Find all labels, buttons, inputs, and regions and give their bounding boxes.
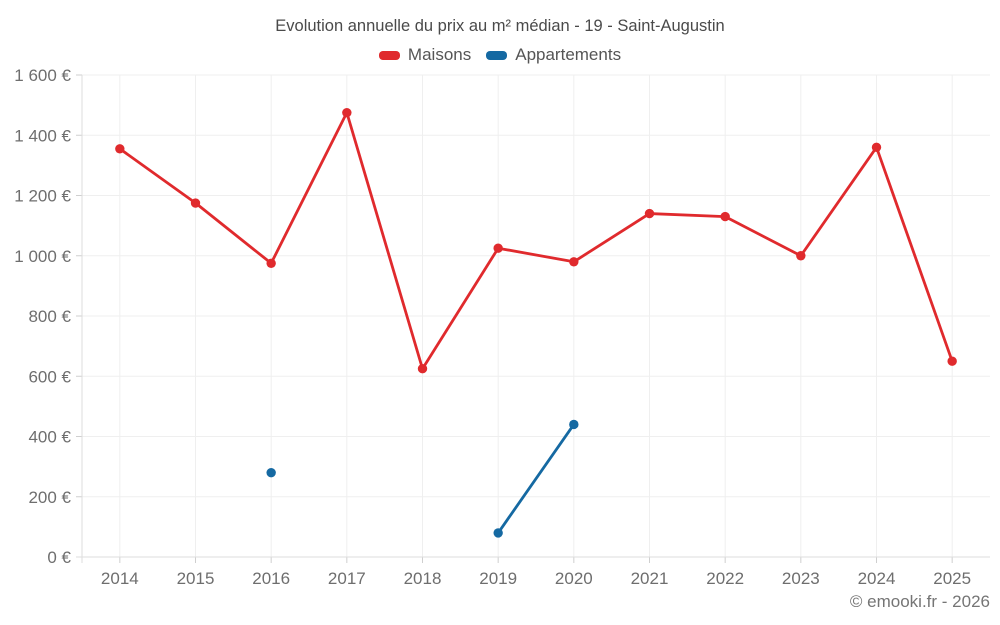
x-tick-label: 2021: [631, 569, 669, 588]
maisons-point-2016[interactable]: [266, 258, 276, 268]
y-tick-label: 1 200 €: [14, 187, 71, 206]
maisons-point-2015[interactable]: [190, 198, 201, 208]
chart-title: Evolution annuelle du prix au m² médian …: [275, 17, 725, 35]
legend: Maisons Appartements: [0, 45, 1000, 65]
maisons-point-2017[interactable]: [342, 107, 352, 118]
maisons-point-2014[interactable]: [115, 144, 125, 154]
y-tick-label: 600 €: [28, 367, 71, 386]
x-tick-label: 2014: [101, 569, 139, 588]
maisons-line: [118, 111, 954, 371]
y-tick-label: 400 €: [28, 428, 71, 447]
maisons-point-2020[interactable]: [569, 257, 579, 267]
maisons-point-2025[interactable]: [947, 356, 957, 366]
y-tick-label: 0 €: [47, 548, 71, 567]
appartements-swatch-icon: [486, 50, 508, 60]
x-tick-label: 2019: [479, 569, 517, 588]
legend-label-appartements: Appartements: [515, 45, 622, 64]
y-tick-label: 1 600 €: [14, 66, 71, 85]
x-tick-label: 2016: [252, 569, 290, 588]
legend-label-maisons: Maisons: [407, 45, 472, 64]
legend-item-maisons[interactable]: Maisons: [378, 45, 472, 65]
x-tick-label: 2023: [782, 569, 820, 588]
maisons-point-2024[interactable]: [871, 142, 882, 152]
maisons-point-2022[interactable]: [720, 211, 730, 222]
x-tick-label: 2020: [555, 569, 593, 588]
legend-item-appartements[interactable]: Appartements: [486, 45, 621, 65]
appartements-line: [496, 423, 576, 535]
maisons-point-2019[interactable]: [493, 243, 503, 253]
appartements-point-2019[interactable]: [493, 528, 503, 538]
x-tick-label: 2025: [933, 569, 971, 588]
maisons-swatch-icon: [378, 50, 400, 60]
maisons-point-2023[interactable]: [796, 251, 806, 261]
appartements-point-2020[interactable]: [569, 419, 579, 430]
y-tick-label: 200 €: [28, 488, 71, 507]
appartements-point-2016[interactable]: [266, 467, 276, 478]
x-tick-label: 2022: [706, 569, 744, 588]
x-tick-label: 2017: [328, 569, 366, 588]
y-tick-label: 1 400 €: [14, 126, 71, 145]
maisons-point-2021[interactable]: [644, 208, 655, 219]
x-tick-label: 2015: [177, 569, 215, 588]
y-tick-label: 1 000 €: [14, 247, 71, 266]
x-tick-label: 2018: [404, 569, 442, 588]
maisons-point-2018[interactable]: [417, 364, 428, 374]
footer-credit: © emooki.fr - 2026: [849, 592, 990, 611]
x-tick-label: 2024: [858, 569, 896, 588]
y-tick-label: 800 €: [28, 307, 71, 326]
